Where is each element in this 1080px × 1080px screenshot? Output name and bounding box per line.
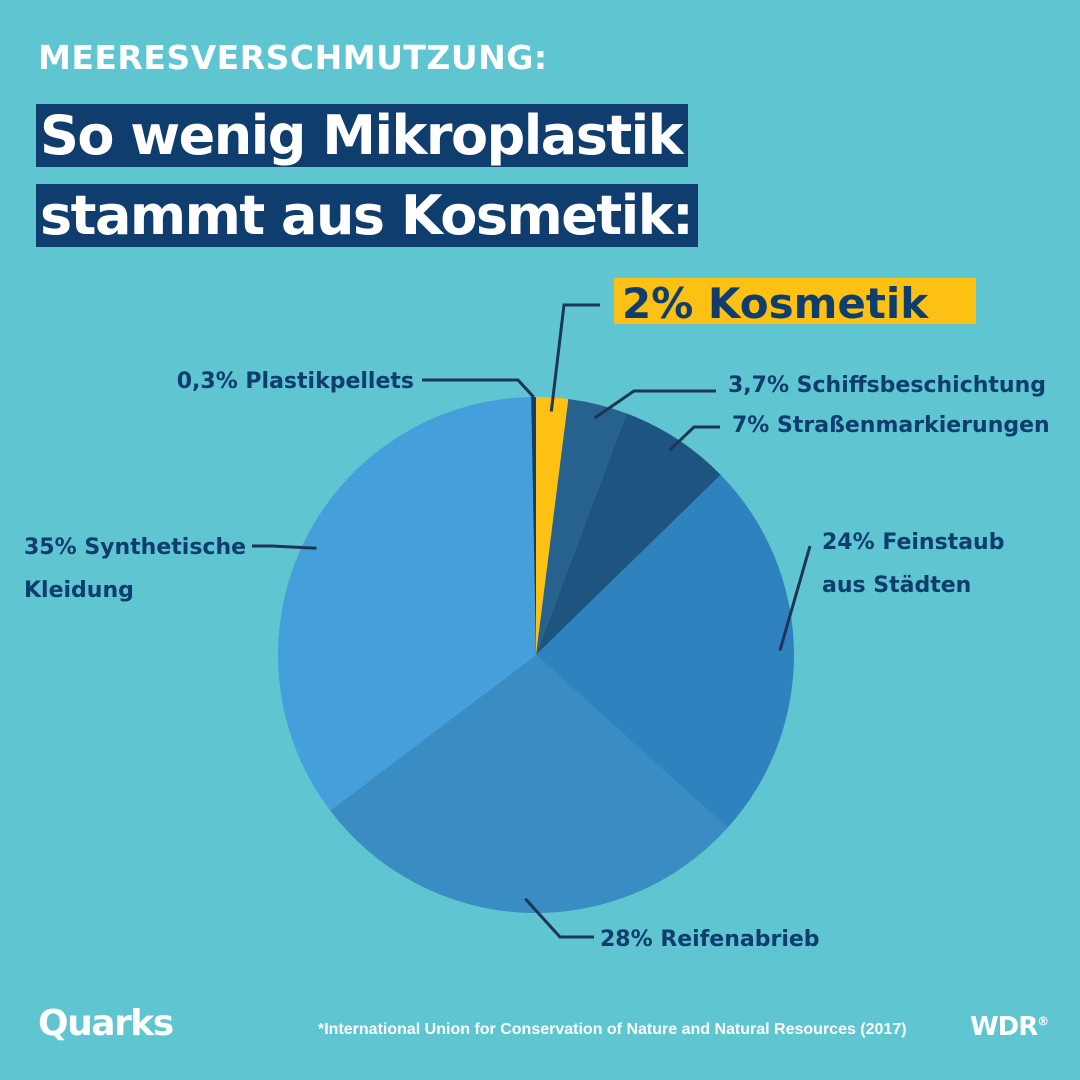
highlight-box-kosmetik [614, 278, 976, 324]
leader-line-strassenmarkierungen [668, 425, 720, 452]
pie-slice-kosmetik [536, 396, 569, 655]
wdr-logo: WDR® [970, 1012, 1049, 1042]
leader-lines [252, 303, 812, 939]
registered-mark: ® [1037, 1014, 1050, 1029]
slice-label-synthetische-kleidung: 35% Synthetische Kleidung [24, 535, 246, 603]
leader-line-kosmetik [549, 303, 600, 412]
slice-label-plastikpellets: 0,3% Plastikpellets [177, 369, 414, 394]
pie-slice-reifenabrieb [330, 655, 728, 914]
pie-slices [278, 396, 795, 914]
quarks-logo: Quarks [38, 1003, 174, 1044]
leader-line-reifenabrieb [524, 897, 594, 939]
headline-line-2: stammt aus Kosmetik: [36, 184, 699, 247]
wdr-wordmark: WDR [970, 1012, 1038, 1042]
slice-label-feinstaub-aus-staedten: 24% Feinstaub aus Städten [822, 530, 1004, 598]
pie-slice-plastikpellets [531, 397, 536, 655]
slice-label-reifenabrieb: 28% Reifenabrieb [600, 927, 820, 952]
headline-line-1: So wenig Mikroplastik [36, 104, 689, 167]
headline: So wenig Mikroplastik stammt aus Kosmeti… [36, 96, 699, 256]
leader-line-plastikpellets [422, 378, 535, 399]
pie-slice-synthetische-kleidung [278, 397, 536, 811]
pie-chart: 2% Kosmetik 3,7% Schiffsbeschichtung 7% St… [24, 278, 1050, 952]
leader-line-feinstaub-aus-staedten [778, 545, 812, 651]
slice-label-strassenmarkierungen: 7% Straßenmarkierungen [732, 413, 1050, 438]
leader-line-schiffsbeschichtung [593, 389, 716, 420]
slice-labels: 2% Kosmetik 3,7% Schiffsbeschichtung 7% St… [24, 278, 1050, 952]
source-note: *International Union for Conservation of… [318, 1021, 907, 1038]
kicker-title: MEERESVERSCHMUTZUNG: [38, 38, 548, 77]
slice-label-schiffsbeschichtung: 3,7% Schiffsbeschichtung [728, 373, 1046, 398]
pie-slice-strassenmarkierungen [536, 413, 721, 655]
pie-slice-feinstaub-aus-staedten [536, 474, 795, 829]
slice-label-kosmetik: 2% Kosmetik [622, 279, 929, 328]
pie-slice-schiffsbeschichtung [536, 399, 627, 655]
leader-line-synthetische-kleidung [252, 544, 317, 550]
